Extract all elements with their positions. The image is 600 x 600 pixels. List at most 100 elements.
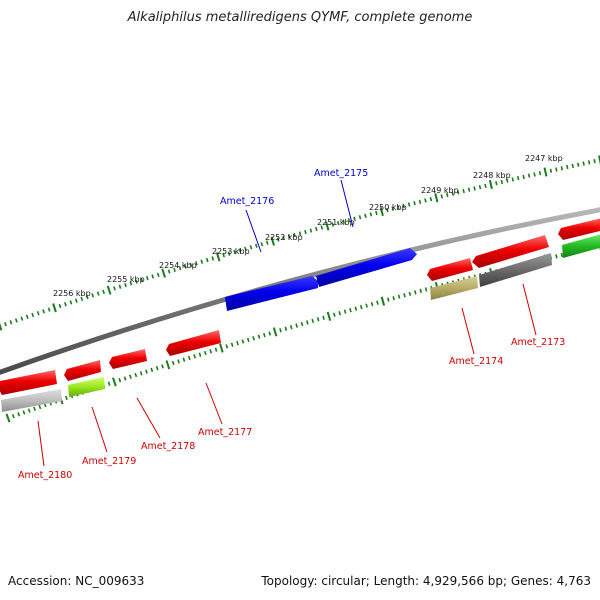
inner-ruler-minor-tick [338,311,342,316]
outer-ruler-minor-tick [516,176,520,181]
outer-ruler-minor-tick [298,231,302,236]
gene-label-amet-2180[interactable]: Amet_2180 [18,470,72,481]
kbp-tick-label: 2253 kbp [212,247,250,256]
kbp-tick-labels: 2247 kbp 2248 kbp 2249 kbp 2250 kbp 2251 kbp… [53,154,563,298]
outer-ruler-minor-tick [249,245,253,250]
kbp-tick-label: 2248 kbp [473,171,511,180]
outer-ruler-minor-tick [20,316,24,321]
inner-ruler-minor-tick [424,287,428,292]
label-leader-lines [37,179,537,467]
outer-ruler-minor-tick [522,174,525,180]
outer-ruler-major-tick [215,252,221,262]
outer-ruler-minor-tick [167,269,171,274]
inner-ruler-minor-tick [171,360,175,366]
gene-block-gray-left[interactable] [1,389,62,412]
genome-summary-text: Topology: circular; Length: 4,929,566 bp… [261,574,591,588]
gene-arrow-left-2[interactable] [64,360,101,381]
outer-ruler-minor-tick [64,302,67,307]
inner-ruler-minor-tick [134,372,138,378]
gene-label-amet-2177[interactable]: Amet_2177 [198,427,252,438]
outer-ruler-minor-tick [233,249,236,255]
gene-arrow-right-2[interactable] [472,235,549,268]
gene-arrow-right-1[interactable] [427,258,473,281]
gene-arrow-left-3[interactable] [109,349,147,369]
kbp-tick-label: 2254 kbp [159,261,197,270]
gene-block-green[interactable] [562,234,600,258]
inner-ruler-minor-tick [139,371,143,376]
outer-ruler-minor-tick [369,212,373,217]
outer-ruler-minor-tick [320,225,324,230]
forward-genes [225,248,417,311]
outer-ruler-minor-tick [451,191,454,196]
gene-block-lime[interactable] [68,377,105,397]
outer-ruler-minor-tick [413,201,416,206]
outer-ruler-minor-tick [211,256,215,261]
outer-ruler-minor-tick [549,168,553,173]
gene-label-amet-2175[interactable]: Amet_2175 [314,168,368,179]
outer-ruler-major-tick [598,155,600,165]
inner-ruler-minor-tick [107,381,111,386]
gene-label-amet-2173[interactable]: Amet_2173 [511,337,565,348]
inner-ruler-minor-tick [65,395,68,401]
inner-ruler-minor-tick [359,304,363,310]
outer-ruler-minor-tick [200,259,204,264]
outer-ruler-minor-tick [571,163,574,169]
outer-ruler-minor-tick [282,235,285,241]
gene-arrow-right-3[interactable] [558,218,600,240]
outer-ruler-minor-tick [222,253,225,258]
gene-block-darkgray[interactable] [479,253,552,287]
outer-ruler-minor-tick [47,307,51,312]
inner-ruler-minor-tick [376,300,379,305]
outer-ruler-minor-tick [467,187,471,192]
outer-ruler-minor-tick [386,208,389,213]
outer-ruler-major-tick [106,285,112,295]
inner-ruler-minor-tick [365,303,368,308]
inner-ruler-minor-tick [182,357,186,362]
outer-ruler-minor-tick [102,289,105,295]
outer-ruler-minor-tick [238,248,242,253]
outer-ruler-major-tick [543,167,548,177]
gene-arrow-left-4[interactable] [166,330,221,356]
inner-ruler-minor-tick [322,315,325,320]
inner-ruler-major-tick [272,327,278,337]
outer-ruler-minor-tick [31,312,35,318]
inner-ruler-minor-tick [419,288,422,293]
outer-ruler-minor-tick [527,173,531,178]
genome-backbone [0,207,600,375]
outer-ruler-minor-tick [85,294,89,300]
inner-ruler-minor-tick [295,323,298,328]
outer-ruler-minor-tick [293,232,296,238]
outer-ruler-minor-tick [151,274,155,279]
kbp-tick-label: 2249 kbp [421,186,459,195]
inner-ruler-minor-tick [123,376,127,381]
inner-ruler-minor-tick [214,347,218,352]
outer-ruler-major-tick [161,268,166,278]
kbp-tick-label: 2256 kbp [53,289,91,298]
inner-ruler-minor-tick [403,293,406,298]
outer-ruler-minor-tick [391,206,394,211]
inner-ruler-minor-tick [17,412,21,417]
inner-ruler-minor-tick [414,290,417,295]
outer-ruler-minor-tick [205,257,209,263]
inner-ruler-minor-tick [177,359,180,364]
inner-ruler-minor-tick [333,312,336,317]
gene-arrow-amet-2176[interactable] [225,276,318,311]
inner-ruler-minor-tick [311,318,315,324]
gene-label-amet-2174[interactable]: Amet_2174 [449,356,503,367]
outer-ruler-minor-tick [396,205,400,210]
inner-ruler-minor-tick [118,378,122,383]
outer-ruler-minor-tick [287,234,291,239]
gene-block-khaki[interactable] [430,276,478,300]
inner-ruler-minor-tick [263,332,266,338]
gene-label-amet-2176[interactable]: Amet_2176 [220,196,274,207]
gene-arrow-amet-2175[interactable] [316,248,417,287]
gene-label-amet-2179[interactable]: Amet_2179 [82,456,136,467]
outer-ruler-minor-tick [129,281,133,286]
gene-arrow-left-1[interactable] [0,370,57,395]
outer-ruler-minor-tick [429,196,433,202]
gene-label-amet-2178[interactable]: Amet_2178 [141,441,195,452]
inner-ruler-minor-tick [349,307,352,313]
outer-ruler-minor-tick [309,228,313,233]
outer-ruler-minor-tick [227,251,231,256]
